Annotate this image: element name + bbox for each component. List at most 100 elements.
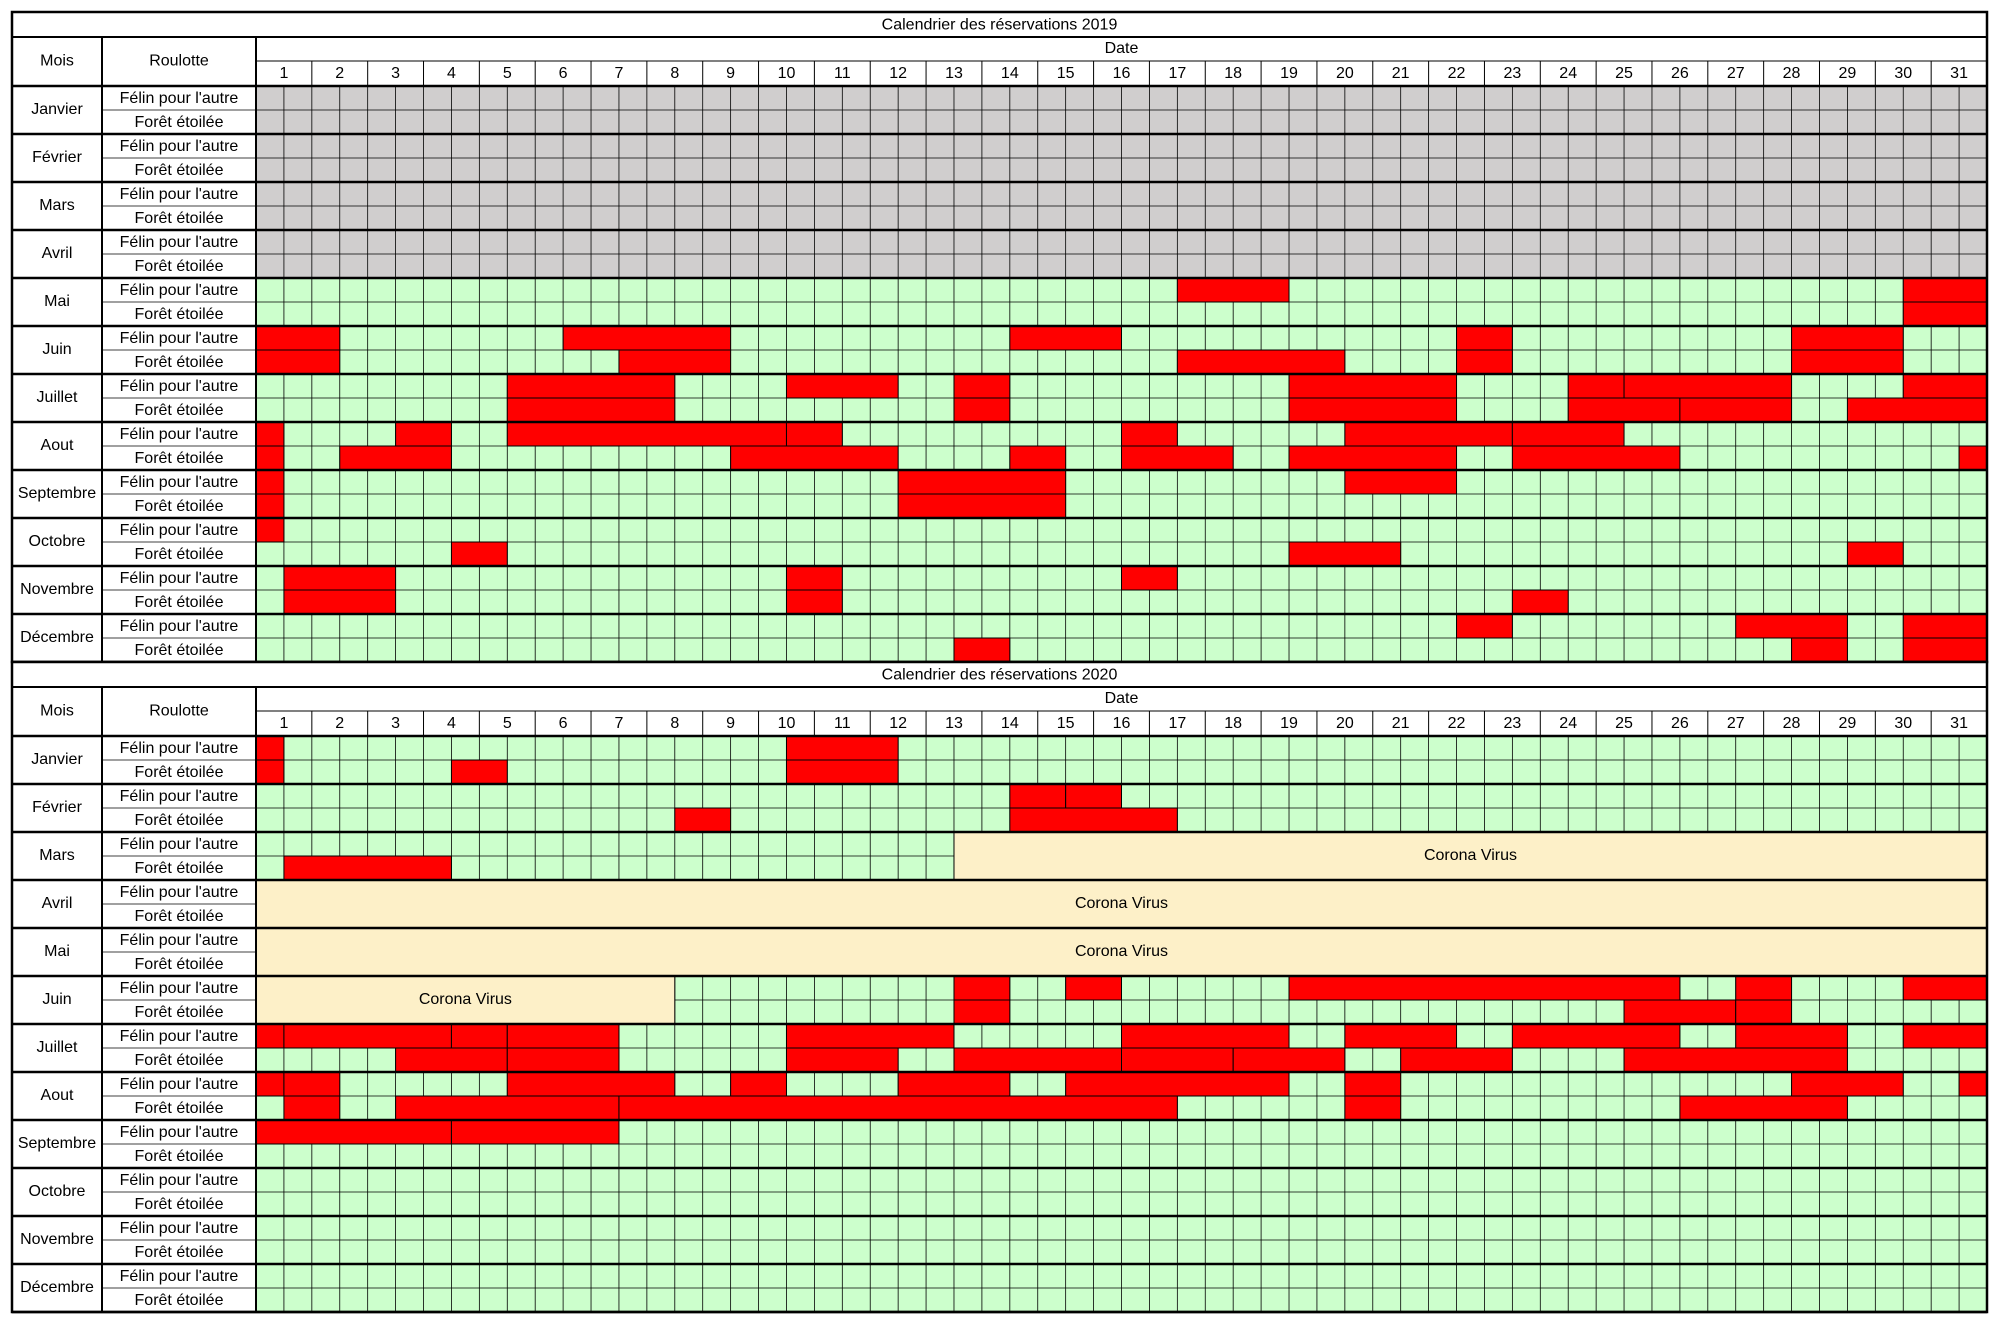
booking (255, 493, 285, 519)
booking (450, 1023, 508, 1049)
booking (1567, 373, 1625, 399)
booking (283, 1095, 341, 1121)
day-number: 29 (1839, 715, 1857, 732)
booking (562, 325, 732, 351)
booking (1065, 783, 1122, 809)
closure-label: Corona Virus (1424, 847, 1517, 864)
booking (953, 397, 1011, 423)
booking (1735, 975, 1793, 1001)
booking (785, 1047, 899, 1073)
booking (785, 759, 899, 785)
day-number: 6 (559, 65, 568, 82)
day-number: 10 (778, 715, 796, 732)
closure-block (953, 831, 1988, 881)
booking (283, 1071, 341, 1097)
month-name: Décembre (20, 1279, 94, 1296)
caravan-name: Forêt étoilée (135, 956, 224, 973)
booking (450, 1119, 620, 1145)
caravan-name: Forêt étoilée (135, 114, 224, 131)
booking (506, 397, 676, 423)
day-number: 5 (503, 715, 512, 732)
day-number: 25 (1615, 65, 1633, 82)
month-name: Janvier (31, 101, 83, 118)
day-number: 30 (1894, 65, 1912, 82)
day-number: 19 (1280, 715, 1298, 732)
caravan-name: Félin pour l'autre (120, 522, 239, 539)
day-number: 7 (614, 65, 623, 82)
booking (283, 1023, 452, 1049)
day-number: 13 (945, 65, 963, 82)
caravan-name: Félin pour l'autre (120, 234, 239, 251)
month-name: Novembre (20, 581, 94, 598)
booking (897, 469, 1067, 495)
day-number: 17 (1168, 715, 1186, 732)
booking (395, 1095, 620, 1121)
booking (1791, 349, 1904, 375)
booking (1456, 325, 1513, 351)
booking (1567, 397, 1681, 423)
booking (1846, 397, 1988, 423)
day-number: 7 (614, 715, 623, 732)
day-number: 31 (1950, 65, 1968, 82)
booking (953, 373, 1011, 399)
booking (506, 373, 676, 399)
booking (506, 1023, 620, 1049)
booking (1121, 421, 1178, 447)
day-number: 11 (834, 715, 851, 732)
booking (255, 445, 285, 471)
booking (1791, 637, 1848, 663)
day-number: 2 (335, 65, 344, 82)
day-number: 25 (1615, 715, 1633, 732)
day-number: 3 (391, 65, 400, 82)
caravan-name: Félin pour l'autre (120, 788, 239, 805)
day-number: 15 (1057, 715, 1075, 732)
booking (1009, 807, 1178, 833)
booking (785, 589, 843, 615)
caravan-name: Félin pour l'autre (120, 1028, 239, 1045)
month-name: Décembre (20, 629, 94, 646)
month-name: Mai (44, 293, 70, 310)
booking (953, 1047, 1123, 1073)
booking (1009, 445, 1067, 471)
month-name: Aout (41, 437, 74, 454)
caravan-name: Félin pour l'autre (120, 330, 239, 347)
caravan-name: Forêt étoilée (135, 1148, 224, 1165)
booking (395, 1047, 508, 1073)
month-name: Avril (42, 895, 73, 912)
booking (1902, 613, 1988, 639)
day-number: 9 (726, 715, 735, 732)
closure-label: Corona Virus (419, 991, 512, 1008)
booking (1679, 1095, 1848, 1121)
booking (785, 565, 843, 591)
caravan-name: Forêt étoilée (135, 210, 224, 227)
caravan-name: Forêt étoilée (135, 1004, 224, 1021)
caravan-name: Forêt étoilée (135, 594, 224, 611)
caravan-name: Félin pour l'autre (120, 980, 239, 997)
caravan-name: Félin pour l'autre (120, 1220, 239, 1237)
booking (1623, 999, 1737, 1025)
caravan-header: Roulotte (149, 703, 209, 720)
booking (1846, 541, 1904, 567)
caravan-name: Forêt étoilée (135, 306, 224, 323)
month-name: Avril (42, 245, 73, 262)
booking (1456, 349, 1513, 375)
caravan-name: Félin pour l'autre (120, 138, 239, 155)
date-header: Date (1105, 690, 1139, 707)
day-number: 14 (1001, 715, 1019, 732)
booking (674, 807, 732, 833)
booking (1009, 783, 1067, 809)
booking (730, 1071, 787, 1097)
booking (1344, 1071, 1402, 1097)
booking (506, 421, 787, 447)
day-number: 19 (1280, 65, 1298, 82)
month-name: Juin (42, 341, 71, 358)
day-number: 23 (1503, 65, 1521, 82)
booking (1065, 975, 1122, 1001)
month-name: Mars (39, 197, 75, 214)
month-name: Septembre (18, 485, 96, 502)
booking (506, 1047, 620, 1073)
booking (506, 1071, 676, 1097)
booking (1344, 421, 1513, 447)
day-number: 4 (447, 715, 456, 732)
booking (1902, 277, 1988, 303)
